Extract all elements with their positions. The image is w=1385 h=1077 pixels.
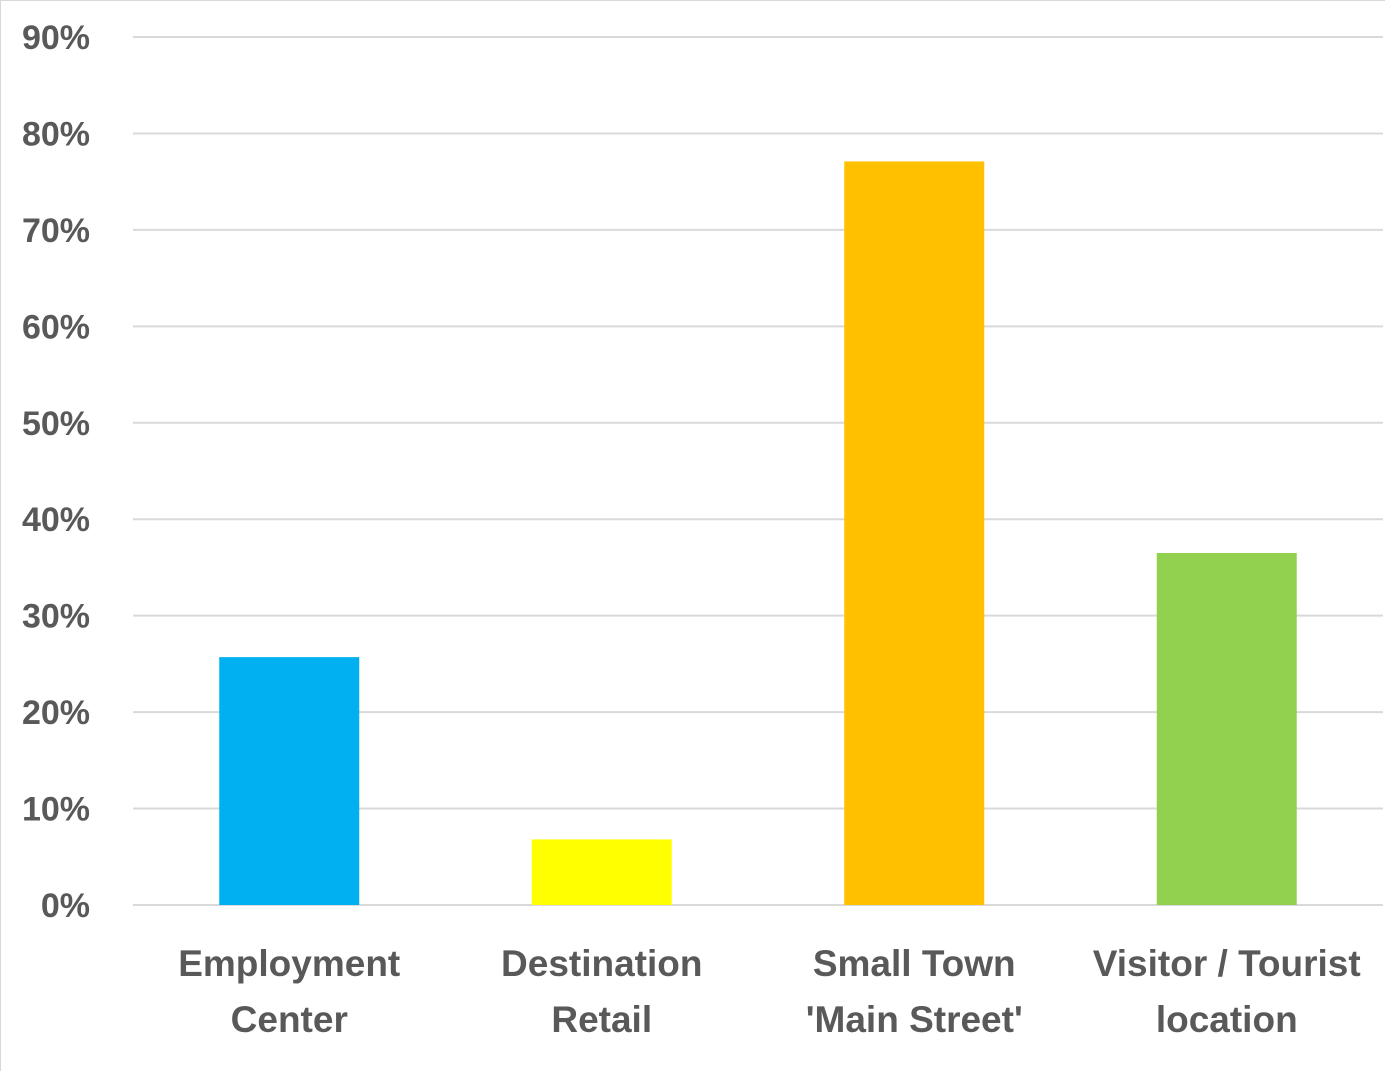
x-category-label: Destination bbox=[501, 943, 702, 984]
y-tick-label: 90% bbox=[22, 19, 90, 57]
bar bbox=[531, 839, 672, 905]
y-tick-label: 0% bbox=[41, 887, 90, 925]
x-category-label: Small Town bbox=[813, 943, 1016, 984]
bar bbox=[1156, 552, 1297, 905]
y-tick-label: 70% bbox=[22, 212, 90, 250]
bar bbox=[844, 161, 985, 905]
y-tick-label: 10% bbox=[22, 791, 90, 829]
x-axis-labels: Employment Center Destination Retail Small T… bbox=[178, 943, 1361, 1040]
y-tick-label: 20% bbox=[22, 694, 90, 732]
bars bbox=[219, 161, 1297, 905]
x-category-label: Retail bbox=[551, 999, 652, 1040]
x-category-label: Center bbox=[231, 999, 348, 1040]
y-tick-label: 80% bbox=[22, 115, 90, 153]
y-tick-label: 40% bbox=[22, 501, 90, 539]
x-category-label: Employment bbox=[178, 943, 400, 984]
x-category-label: Visitor / Tourist bbox=[1093, 943, 1361, 984]
x-category-label: location bbox=[1156, 999, 1298, 1040]
y-axis-ticks: 0% 10% 20% 30% 40% 50% 60% 70% 80% 90% bbox=[22, 19, 90, 925]
bar bbox=[219, 657, 360, 905]
y-tick-label: 30% bbox=[22, 598, 90, 636]
y-tick-label: 60% bbox=[22, 308, 90, 346]
x-category-label: 'Main Street' bbox=[806, 999, 1023, 1040]
y-tick-label: 50% bbox=[22, 405, 90, 443]
